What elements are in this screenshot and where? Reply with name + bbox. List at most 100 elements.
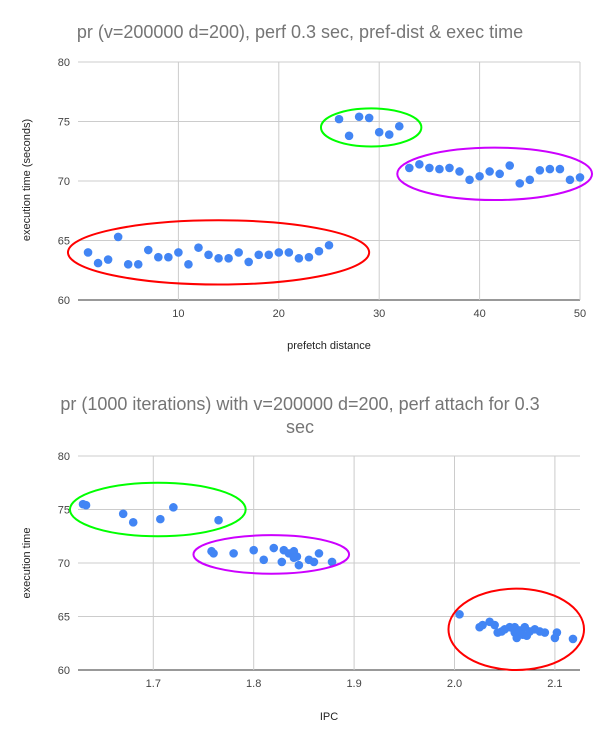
chart2-data-point — [209, 549, 218, 558]
chart2-data-point — [81, 500, 91, 510]
chart2-data-point — [229, 549, 238, 558]
chart1-data-point — [294, 254, 304, 263]
chart1-y-tick-label: 65 — [58, 236, 70, 248]
chart1-data-point — [264, 250, 274, 260]
chart1-y-tick-label: 70 — [58, 176, 70, 188]
chart1-data-point — [234, 248, 243, 257]
chart1-data-point — [324, 240, 334, 250]
chart1-data-point — [133, 260, 143, 269]
chart1-highlight-ellipse — [396, 146, 594, 202]
chart1-data-point — [445, 163, 454, 173]
chart2-y-tick-label: 75 — [58, 505, 70, 517]
chart1-data-point — [344, 131, 354, 141]
chart1-data-point — [274, 248, 284, 257]
chart1-data-point — [284, 248, 294, 257]
chart2-y-tick-label: 80 — [58, 451, 70, 463]
chart2-data-point — [169, 503, 178, 512]
chart2-data-point — [478, 620, 487, 630]
chart1-data-point — [495, 169, 504, 179]
chart1-data-point — [575, 173, 585, 182]
chart2-data-point — [568, 634, 578, 644]
chart1-data-point — [113, 232, 123, 242]
chart2-highlight-ellipse — [447, 587, 586, 672]
chart2-data-point — [552, 628, 562, 637]
chart2-highlight-ellipse — [68, 481, 247, 538]
chart2-data-point — [156, 514, 165, 524]
chart1-data-point — [394, 121, 404, 131]
chart2-data-point — [249, 545, 258, 555]
chart1-data-point — [555, 164, 565, 174]
chart1-data-point — [465, 175, 474, 185]
chart1-y-axis-label: execution time (seconds) — [21, 119, 33, 241]
chart1-x-axis-label: prefetch distance — [287, 340, 371, 352]
chart1-data-point — [244, 257, 253, 267]
chart2-data-point — [540, 628, 550, 637]
chart1-data-point — [214, 254, 223, 263]
chart2-data-point — [277, 557, 287, 567]
chart1-data-point — [435, 164, 444, 174]
chart2-title-line2: sec — [286, 417, 314, 437]
chart1-data-point — [204, 250, 213, 260]
chart2-y-tick-label: 60 — [58, 665, 70, 677]
chart1-highlight-ellipse — [319, 107, 423, 148]
chart2-title-line1: pr (1000 iterations) with v=200000 d=200… — [60, 394, 539, 414]
chart1-data-point — [93, 258, 103, 268]
chart2-data-point — [292, 552, 302, 561]
chart1-data-point — [304, 252, 314, 262]
chart1-data-point — [535, 165, 545, 175]
chart1-plot: 60 65 70 75 80 10 20 30 40 50 — [58, 57, 594, 320]
chart2-x-axis-label: IPC — [320, 711, 338, 723]
chart1-data-point — [164, 252, 173, 262]
chart1-x-tick-label: 50 — [574, 308, 586, 320]
chart1-title: pr (v=200000 d=200), perf 0.3 sec, pref-… — [77, 22, 523, 42]
chart2-data-point — [455, 610, 464, 619]
chart1-data-point — [254, 250, 264, 260]
chart2-data-point — [490, 620, 499, 630]
chart1-data-point — [334, 114, 344, 124]
chart1-data-point — [455, 167, 464, 176]
chart1-x-tick-label: 40 — [473, 308, 485, 320]
chart1-data-point — [475, 171, 484, 181]
chart2-x-tick-label: 2.1 — [547, 678, 562, 690]
chart1-x-tick-label: 20 — [273, 308, 285, 320]
chart1-data-point — [174, 248, 183, 257]
chart1-data-point — [505, 161, 515, 170]
chart2-data-point — [259, 555, 269, 565]
chart1-data-point — [565, 175, 575, 185]
chart1-data-point — [83, 248, 93, 257]
chart2-x-tick-label: 1.8 — [246, 678, 261, 690]
chart2-y-tick-label: 65 — [58, 612, 70, 624]
chart1-data-point — [405, 163, 414, 173]
chart1-data-point — [525, 175, 535, 185]
chart1-data-point — [374, 127, 384, 137]
chart2-data-point — [118, 509, 128, 519]
chart1-data-point — [364, 113, 374, 123]
chart1-data-point — [545, 164, 555, 174]
chart2-y-tick-label: 70 — [58, 558, 70, 570]
chart1-data-point — [103, 255, 113, 264]
chart2-data-point — [128, 518, 138, 527]
chart1-data-point — [425, 163, 434, 173]
chart2-data-point — [214, 515, 223, 525]
chart2-data-point — [314, 549, 324, 558]
chart1-data-point — [515, 179, 525, 188]
chart1-data-point — [224, 254, 233, 263]
chart2-data-point — [327, 557, 337, 567]
chart2-data-point — [269, 543, 279, 553]
chart1-data-point — [415, 160, 424, 169]
chart2-y-axis-label: execution time — [21, 528, 33, 599]
chart1-highlight-ellipse — [66, 219, 371, 286]
chart1-x-tick-label: 10 — [172, 308, 184, 320]
chart1-data-point — [143, 245, 153, 255]
chart1-data-point — [154, 252, 163, 262]
chart1-y-tick-label: 80 — [58, 57, 70, 69]
chart1-data-point — [314, 246, 324, 256]
chart1-x-tick-label: 30 — [373, 308, 385, 320]
chart1-data-point — [184, 260, 193, 269]
chart2-highlight-ellipse — [192, 534, 351, 575]
chart2-x-tick-label: 2.0 — [447, 678, 462, 690]
chart2-plot: 60 65 70 75 80 1.7 1.8 1.9 2.0 2.1 — [58, 451, 586, 690]
chart1-y-tick-label: 75 — [58, 117, 70, 129]
chart1-data-point — [194, 243, 203, 252]
